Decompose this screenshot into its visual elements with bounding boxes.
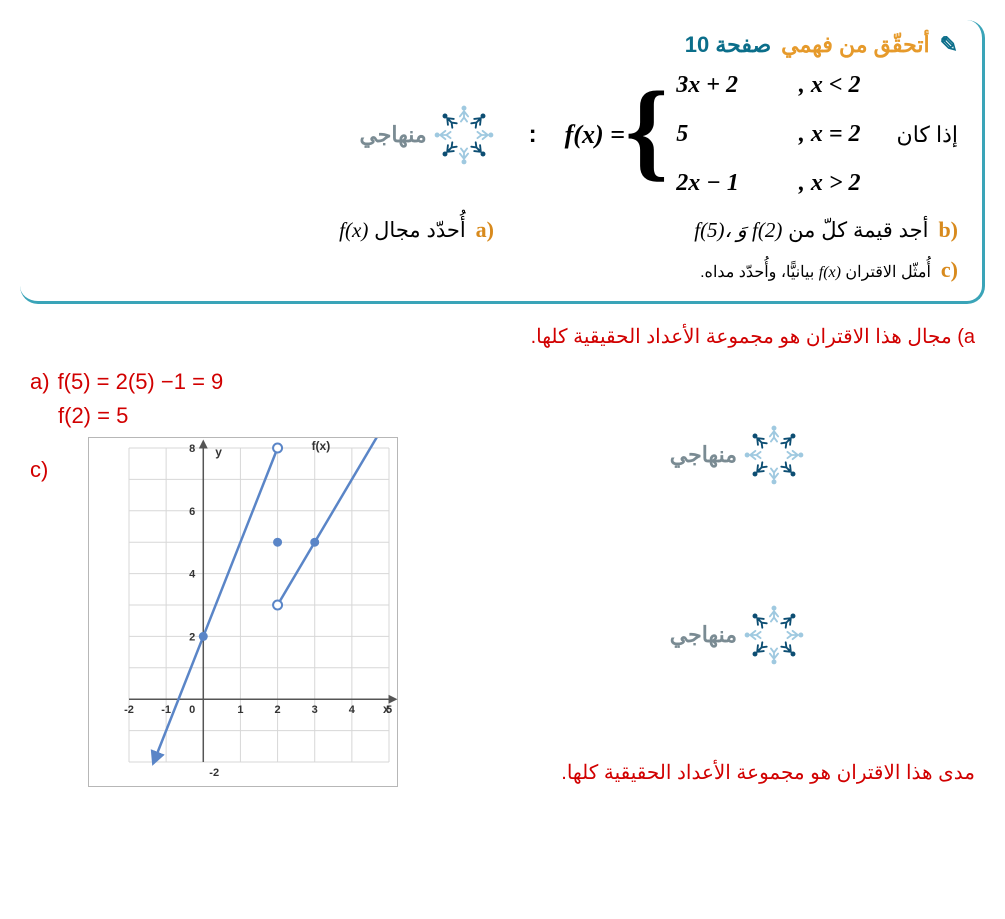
answer-range: مدى هذا الاقتران هو مجموعة الأعداد الحقي… <box>400 760 975 785</box>
subq-b-math: f(5)، وَ f(2) <box>694 218 782 242</box>
watermark-logo-3: منهاجي <box>670 604 805 666</box>
subq-c: c) أُمثّل الاقتران f(x) بيانيًّا، وأُحدّ… <box>44 257 958 283</box>
people-circle-icon-2 <box>743 424 805 486</box>
question-header: ✎ أتحقّق من فهمي صفحة 10 <box>44 32 958 58</box>
answer-f2-row: f(2) = 5 <box>58 403 975 429</box>
graph-svg: -2-11234524680yxf(x)-2 <box>89 438 399 788</box>
colon: : <box>529 121 537 149</box>
case2-cond: , x = 2 <box>799 121 861 148</box>
question-box: ✎ أتحقّق من فهمي صفحة 10 إذا كان f(x) = … <box>20 20 985 304</box>
watermark-logo-1: منهاجي <box>359 104 494 166</box>
if-label: إذا كان <box>897 122 958 148</box>
svg-text:-1: -1 <box>161 704 171 716</box>
svg-text:-2: -2 <box>209 767 219 779</box>
subq-a-pre: أُحدّد مجال <box>374 219 466 242</box>
subq-a-letter: a) <box>476 217 494 243</box>
people-circle-icon <box>433 104 495 166</box>
subq-b-letter: b) <box>938 217 958 243</box>
fx-equals: f(x) = <box>565 120 625 150</box>
case3-expr: 2x − 1 <box>676 170 739 197</box>
svg-text:2: 2 <box>275 704 281 716</box>
sub-questions: a) أُحدّد مجال f(x) b) أجد قيمة كلّ من f… <box>44 217 958 243</box>
check-understanding-label: أتحقّق من فهمي <box>781 32 929 58</box>
svg-text:6: 6 <box>189 506 195 518</box>
left-brace: { <box>625 81 668 180</box>
svg-text:2: 2 <box>189 631 195 643</box>
svg-text:4: 4 <box>349 704 356 716</box>
case1-expr: 3x + 2 <box>676 72 739 99</box>
function-block: f(x) = { 3x + 2 , x < 2 5 , x = 2 2x − 1… <box>565 72 861 197</box>
piecewise-definition: إذا كان f(x) = { 3x + 2 , x < 2 5 , x = … <box>44 72 958 197</box>
subq-a-math: f(x) <box>339 218 368 242</box>
logo-text: منهاجي <box>359 122 426 148</box>
graph-area: c) -2-11234524680yxf(x)-2 <box>30 437 975 787</box>
page-reference: صفحة 10 <box>685 32 771 58</box>
subq-b-text: أجد قيمة كلّ من f(5)، وَ f(2) <box>694 218 928 243</box>
graph-box: -2-11234524680yxf(x)-2 <box>88 437 398 787</box>
answer-f2: f(2) = 5 <box>58 403 128 429</box>
subq-c-pre: أُمثّل الاقتران <box>845 264 930 281</box>
watermark-logo-2: منهاجي <box>670 424 805 486</box>
svg-text:y: y <box>215 445 222 459</box>
subq-c-text: أُمثّل الاقتران f(x) بيانيًّا، وأُحدّد م… <box>700 262 931 282</box>
subq-a-text: أُحدّد مجال f(x) <box>339 218 466 243</box>
people-circle-icon-3 <box>743 604 805 666</box>
subq-a: a) أُحدّد مجال f(x) <box>44 217 494 243</box>
svg-text:0: 0 <box>189 704 195 716</box>
subq-b-pre: أجد قيمة كلّ من <box>788 219 928 242</box>
svg-text:x: x <box>383 702 390 716</box>
subq-b: b) أجد قيمة كلّ من f(5)، وَ f(2) <box>508 217 958 243</box>
answer-f5: f(5) = 2(5) −1 = 9 <box>58 369 224 395</box>
answer-a-label: a) <box>30 369 50 395</box>
answer-area: a) مجال هذا الاقتران هو مجموعة الأعداد ا… <box>0 314 1005 797</box>
svg-text:-2: -2 <box>124 704 134 716</box>
svg-text:1: 1 <box>237 704 243 716</box>
logo-text-2: منهاجي <box>670 442 737 468</box>
answer-a-row: a) f(5) = 2(5) −1 = 9 <box>30 369 975 395</box>
svg-text:3: 3 <box>312 704 318 716</box>
cases-grid: 3x + 2 , x < 2 5 , x = 2 2x − 1 , x > 2 <box>676 72 860 197</box>
svg-text:8: 8 <box>189 443 195 455</box>
pencil-icon: ✎ <box>940 32 958 58</box>
subq-c-letter: c) <box>941 257 958 283</box>
case1-cond: , x < 2 <box>799 72 861 99</box>
subq-c-post: بيانيًّا، وأُحدّد مداه. <box>700 264 814 281</box>
svg-text:4: 4 <box>189 569 196 581</box>
answer-c-label: c) <box>30 457 48 483</box>
logo-text-3: منهاجي <box>670 622 737 648</box>
svg-text:f(x): f(x) <box>312 439 331 453</box>
subq-c-math: f(x) <box>819 264 841 281</box>
answer-domain: a) مجال هذا الاقتران هو مجموعة الأعداد ا… <box>30 324 975 349</box>
case2-expr: 5 <box>676 121 739 148</box>
case3-cond: , x > 2 <box>799 170 861 197</box>
